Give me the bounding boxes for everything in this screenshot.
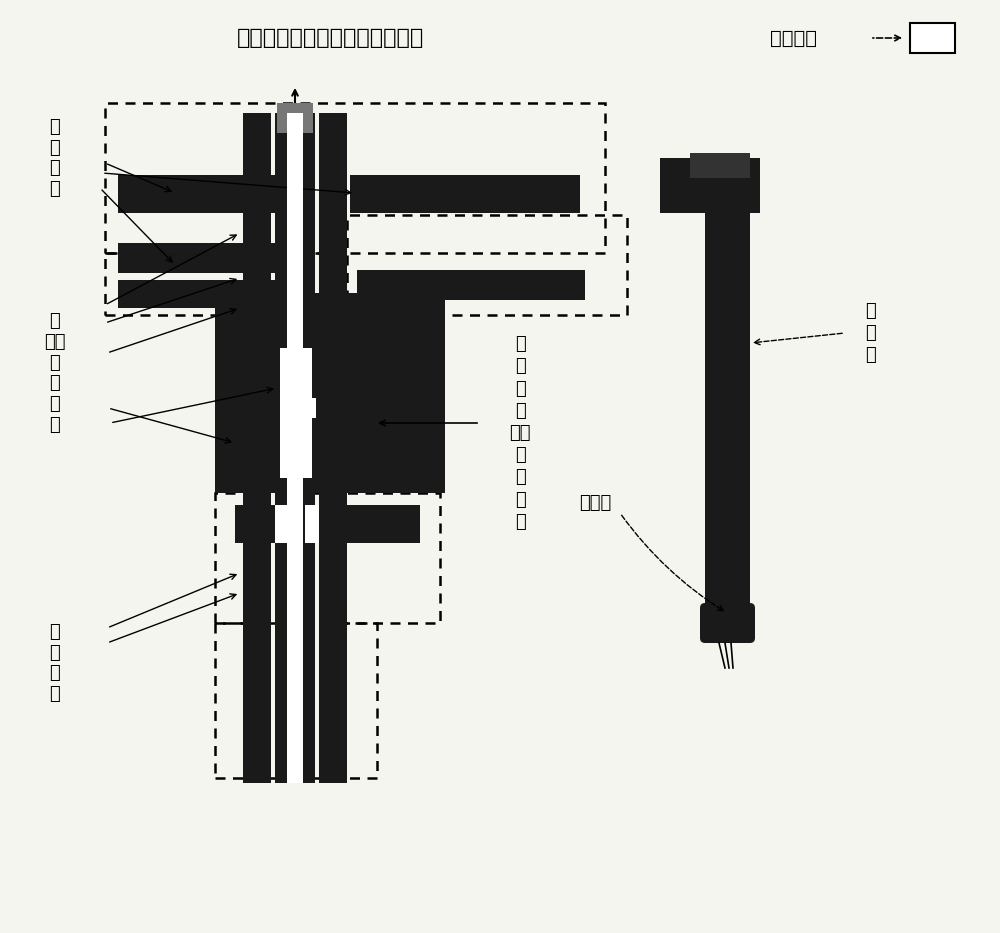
Bar <box>319 113 347 543</box>
Text: 镶
嵌卡
槽
或
角
槽: 镶 嵌卡 槽 或 角 槽 <box>44 312 66 434</box>
Bar <box>215 293 445 493</box>
Bar <box>319 483 347 783</box>
Text: 中压角: 中压角 <box>579 494 611 512</box>
Text: 模
板
缝
制
材料
夹
拖
机
构: 模 板 缝 制 材料 夹 拖 机 构 <box>509 335 531 531</box>
Bar <box>275 505 289 543</box>
FancyBboxPatch shape <box>700 603 755 643</box>
Bar <box>357 270 585 300</box>
Bar <box>105 253 325 315</box>
Bar <box>275 483 315 783</box>
Bar <box>275 113 315 543</box>
Bar <box>350 175 580 213</box>
Text: 控制系统: 控制系统 <box>770 29 817 48</box>
Bar <box>287 113 303 543</box>
Bar <box>277 103 313 133</box>
Bar <box>910 23 955 53</box>
Bar <box>305 505 319 543</box>
Bar <box>297 623 377 778</box>
Bar <box>215 623 295 778</box>
Bar <box>118 280 278 308</box>
Bar <box>287 303 303 403</box>
Bar <box>118 243 278 273</box>
Bar <box>690 153 750 178</box>
Text: 缝
纫
机: 缝 纫 机 <box>865 301 875 364</box>
Text: 卡槽连接件或可移动直角支撑架: 卡槽连接件或可移动直角支撑架 <box>236 28 424 48</box>
Bar <box>105 103 605 253</box>
Bar <box>235 505 420 543</box>
Text: 下
层
导
轨: 下 层 导 轨 <box>50 118 60 198</box>
Bar <box>243 113 271 543</box>
Bar <box>243 483 271 783</box>
Bar <box>118 175 278 213</box>
Bar <box>280 348 312 478</box>
Bar <box>705 213 750 613</box>
Bar <box>347 215 627 315</box>
Bar <box>298 398 316 418</box>
Text: 上
层
导
轨: 上 层 导 轨 <box>50 623 60 703</box>
Bar <box>280 348 312 478</box>
Bar <box>287 483 303 783</box>
Bar <box>215 493 440 623</box>
Bar <box>287 623 303 778</box>
Bar <box>660 158 760 213</box>
